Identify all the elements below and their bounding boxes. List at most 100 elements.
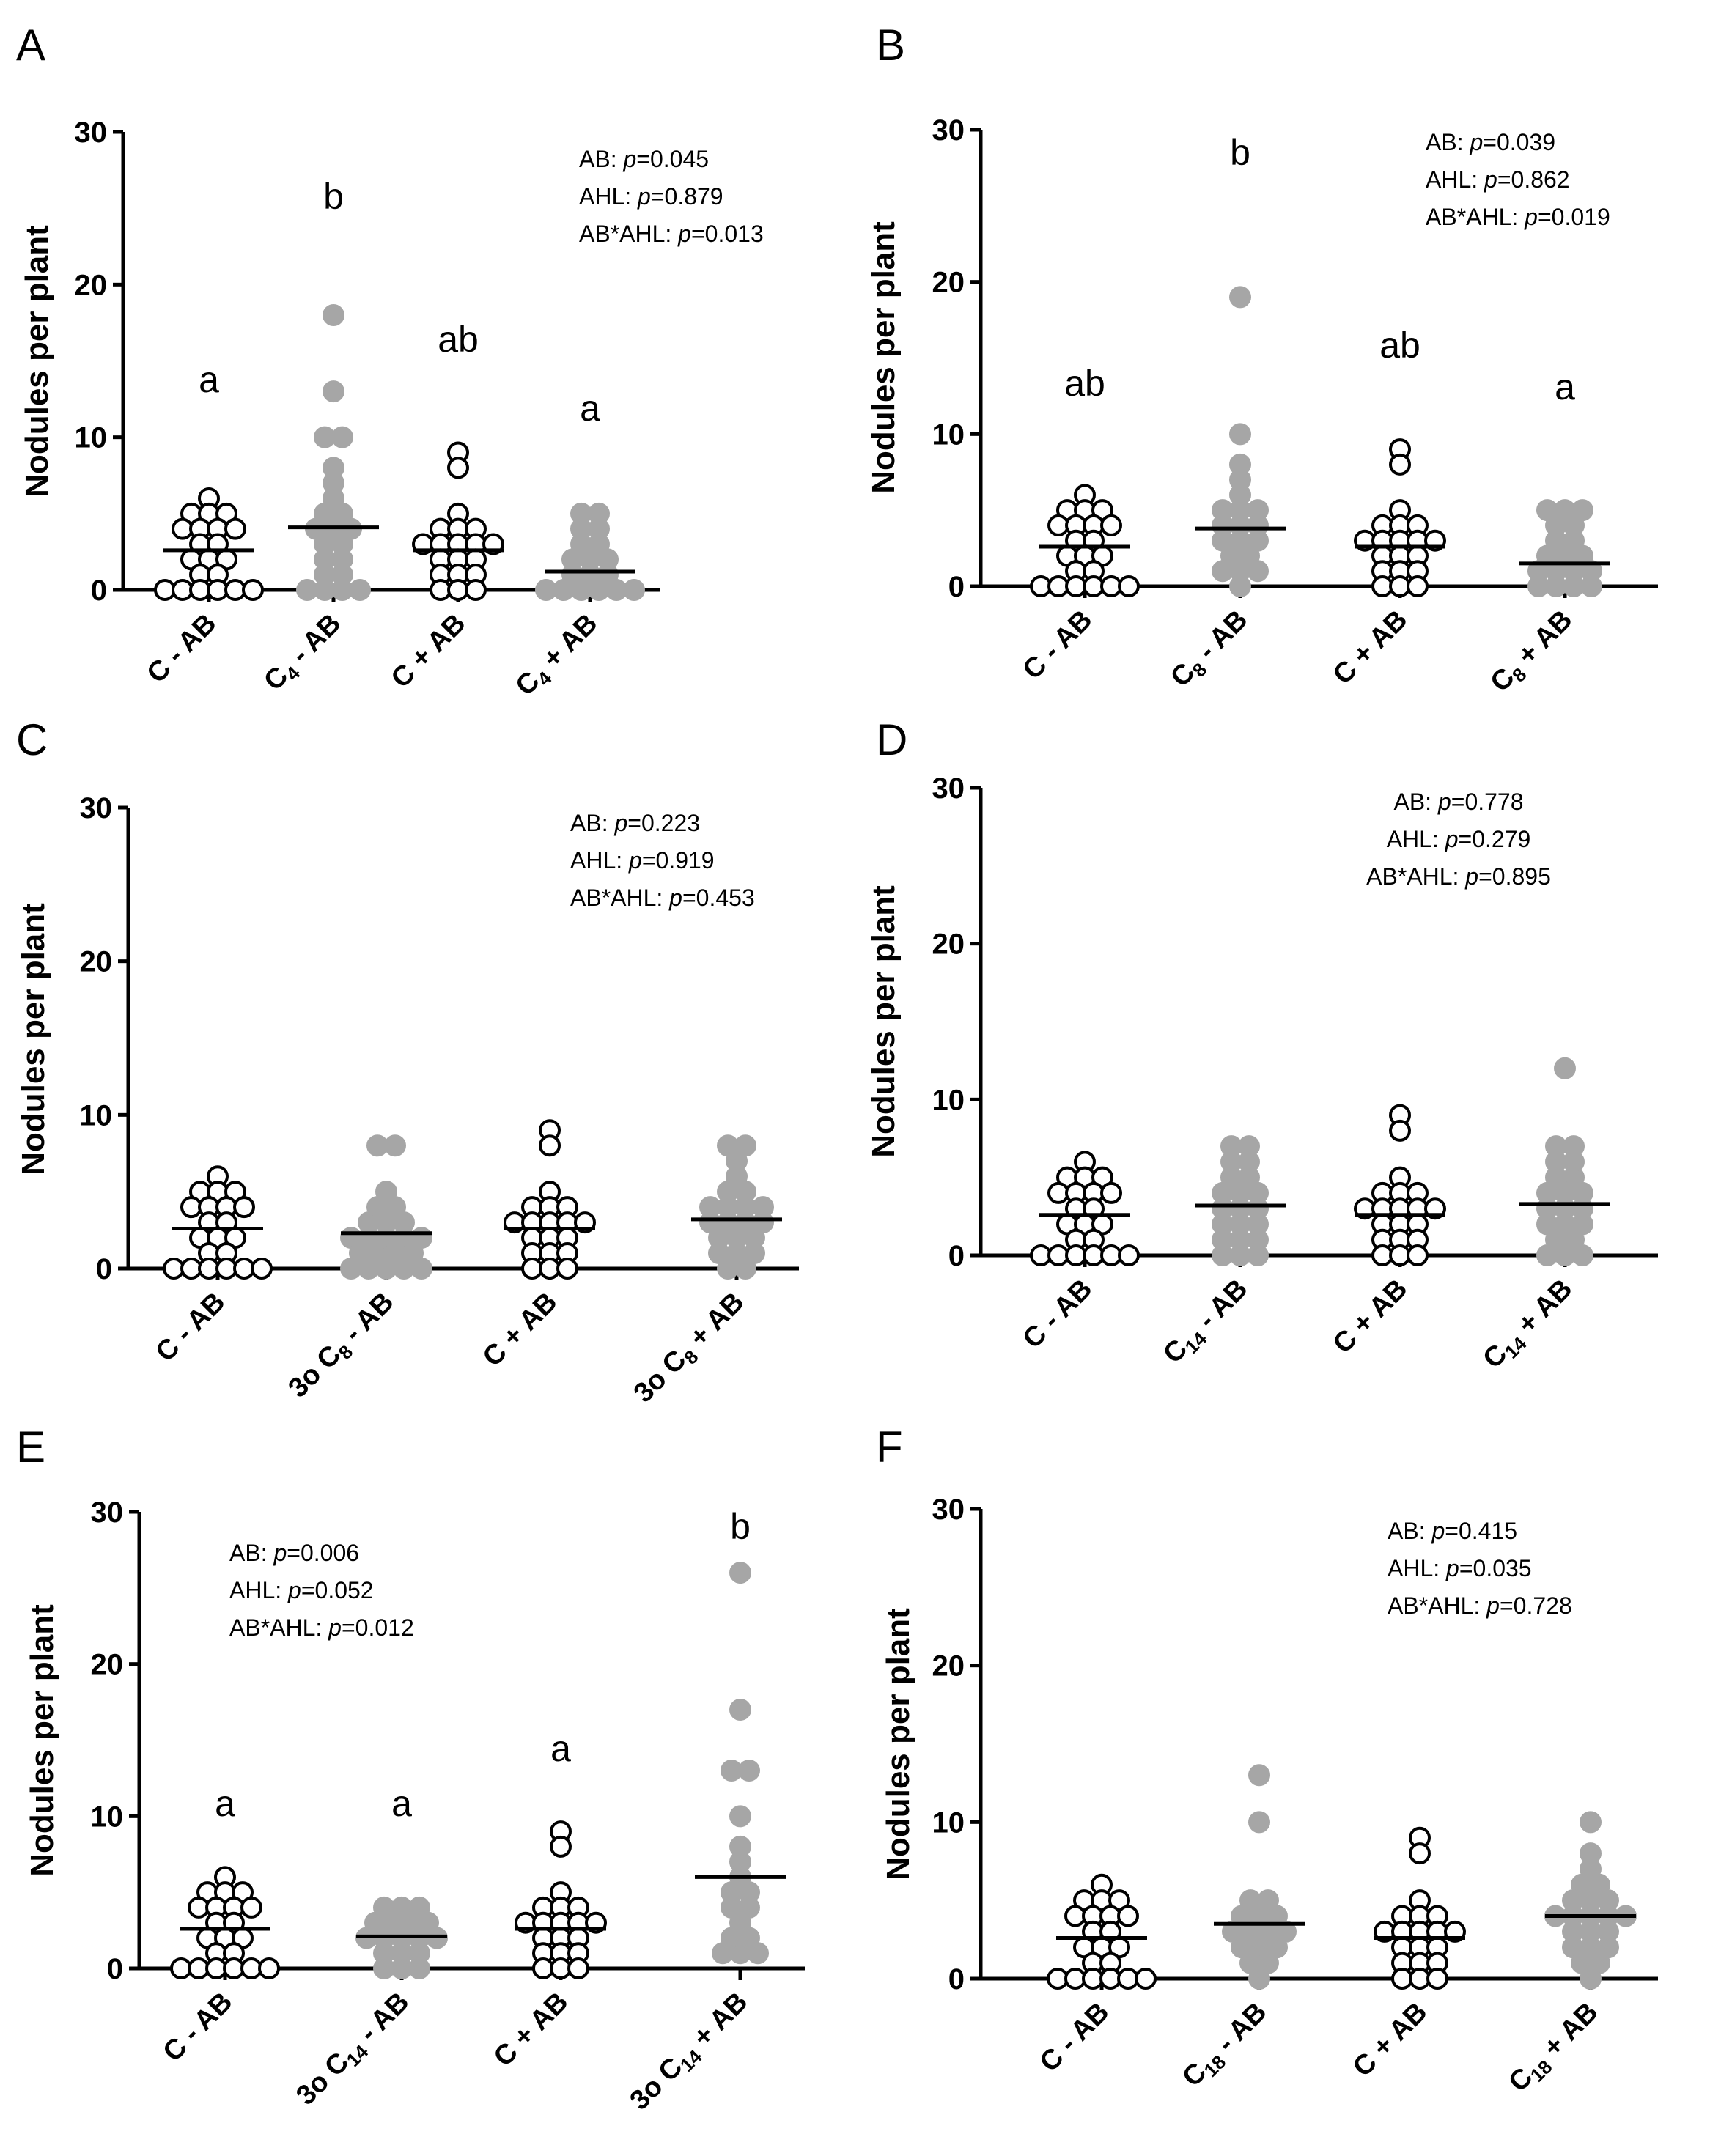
- x-tick-label: C18 - AB: [1176, 1997, 1275, 2096]
- x-tick-label: C - AB: [158, 1987, 239, 2068]
- data-point: [539, 1134, 561, 1157]
- y-axis-label: Nodules per plant: [24, 1604, 60, 1877]
- y-tick-label: 0: [948, 571, 965, 603]
- stat-p: p: [1431, 1518, 1445, 1544]
- panel-letter: A: [16, 21, 45, 70]
- x-tick-label-suffix: + AB: [678, 1287, 750, 1359]
- x-tick-label: C + AB: [1347, 1997, 1434, 2083]
- stat-line: AB*AHL: p=0.019: [1426, 204, 1610, 230]
- y-axis-label: Nodules per plant: [880, 1608, 916, 1880]
- y-tick-label: 10: [80, 1099, 113, 1131]
- data-point: [1100, 514, 1122, 536]
- y-tick-label: 10: [932, 1806, 965, 1839]
- stat-name: AHL:: [570, 847, 629, 874]
- significance-letter: a: [550, 1728, 571, 1769]
- data-point: [747, 1942, 769, 1965]
- stat-p: p: [668, 885, 682, 911]
- x-tick-label: C14 + AB: [1477, 1274, 1581, 1378]
- data-point: [1229, 423, 1251, 446]
- x-tick-label-suffix: + AB: [1341, 1274, 1413, 1345]
- data-point: [1247, 560, 1269, 583]
- data-point: [408, 1957, 430, 1979]
- x-tick-label-suffix: + AB: [399, 608, 471, 680]
- y-tick-label: 30: [91, 1496, 124, 1529]
- stat-name: AB*AHL:: [1388, 1592, 1486, 1619]
- stat-line: AHL: p=0.279: [1387, 826, 1531, 852]
- panel-D: D 0 10 20 30 Nodules per plant C - AB C14 - AB C…: [866, 715, 1658, 1378]
- data-point: [349, 579, 371, 601]
- x-tick-label: 3o C8 + AB: [628, 1287, 753, 1411]
- significance-letter: ab: [438, 319, 479, 360]
- x-tick-label: 3o C14 - AB: [290, 1987, 418, 2114]
- data-point: [1248, 1764, 1270, 1787]
- x-tick-label: C + AB: [1327, 605, 1414, 691]
- data-point: [1580, 1811, 1602, 1834]
- y-tick-label: 30: [932, 772, 965, 805]
- x-tick-label-suffix: + AB: [1506, 605, 1578, 676]
- panel-A: A 0 10 20 30 Nodules per plant a C - AB b C4 - AB…: [16, 21, 764, 701]
- data-point: [258, 1957, 280, 1979]
- stat-name: AB*AHL:: [229, 1614, 328, 1641]
- data-point: [738, 1760, 760, 1782]
- data-point: [729, 1562, 751, 1584]
- stat-value: =0.279: [1459, 826, 1531, 852]
- stat-p: p: [1464, 863, 1478, 890]
- stat-name: AB*AHL:: [570, 885, 669, 911]
- stat-p: p: [1437, 789, 1451, 815]
- y-tick-label: 0: [107, 1953, 123, 1985]
- x-tick-label: C + AB: [477, 1287, 564, 1373]
- x-tick-label: C - AB: [150, 1287, 232, 1368]
- panel-letter: E: [16, 1422, 45, 1472]
- stat-line: AB*AHL: p=0.453: [570, 885, 755, 911]
- y-tick-label: 30: [80, 792, 113, 824]
- stat-name: AHL:: [1388, 1555, 1446, 1581]
- x-tick-label-suffix: + AB: [1506, 1274, 1578, 1345]
- data-point: [734, 1258, 756, 1280]
- stat-name: AHL:: [229, 1577, 288, 1603]
- y-tick-label: 0: [91, 575, 107, 607]
- stat-line: AHL: p=0.879: [579, 183, 723, 210]
- stat-line: AHL: p=0.035: [1388, 1555, 1532, 1581]
- y-tick-label: 30: [932, 114, 965, 147]
- stat-value: =0.778: [1451, 789, 1524, 815]
- data-point: [1248, 1968, 1270, 1990]
- x-tick-label: C8 + AB: [1485, 605, 1581, 701]
- y-tick-label: 20: [80, 946, 113, 978]
- stat-p: p: [273, 1540, 287, 1566]
- stat-name: AHL:: [1387, 826, 1445, 852]
- stat-value: =0.052: [301, 1577, 374, 1603]
- stat-value: =0.919: [642, 847, 715, 874]
- y-tick-label: 10: [932, 1084, 965, 1116]
- data-point: [1229, 575, 1251, 597]
- stat-value: =0.006: [287, 1540, 359, 1566]
- stat-p: p: [637, 183, 651, 210]
- significance-letter: a: [199, 359, 219, 400]
- x-tick-label-suffix: + AB: [682, 1987, 753, 2059]
- stat-line: AHL: p=0.919: [570, 847, 715, 874]
- x-tick-label: C - AB: [1017, 605, 1099, 686]
- stat-line: AB*AHL: p=0.013: [579, 221, 764, 247]
- data-point: [1407, 1244, 1429, 1266]
- stat-line: AB: p=0.415: [1388, 1518, 1517, 1544]
- data-point: [550, 1835, 572, 1858]
- y-tick-label: 10: [91, 1801, 124, 1833]
- data-point: [384, 1134, 406, 1157]
- panel-F: F 0 10 20 30 Nodules per plant C - AB C18 - AB C…: [876, 1422, 1658, 2098]
- stat-value: =0.895: [1478, 863, 1551, 890]
- stat-name: AB:: [1393, 789, 1437, 815]
- y-tick-label: 10: [75, 422, 108, 454]
- stat-p: p: [622, 146, 636, 172]
- panel-B: B 0 10 20 30 Nodules per plant ab C - AB b C8 - A…: [866, 21, 1658, 701]
- stat-value: =0.012: [342, 1614, 414, 1641]
- data-point: [1571, 1244, 1593, 1266]
- x-tick-label: 3o C8 - AB: [283, 1287, 402, 1406]
- stat-p: p: [287, 1577, 301, 1603]
- stat-line: AB: p=0.006: [229, 1540, 359, 1566]
- stat-line: AB*AHL: p=0.895: [1366, 863, 1551, 890]
- stat-p: p: [1484, 166, 1497, 193]
- data-point: [1407, 575, 1429, 597]
- y-axis-label: Nodules per plant: [15, 903, 51, 1175]
- data-point: [1580, 1968, 1602, 1990]
- data-point: [1229, 286, 1251, 309]
